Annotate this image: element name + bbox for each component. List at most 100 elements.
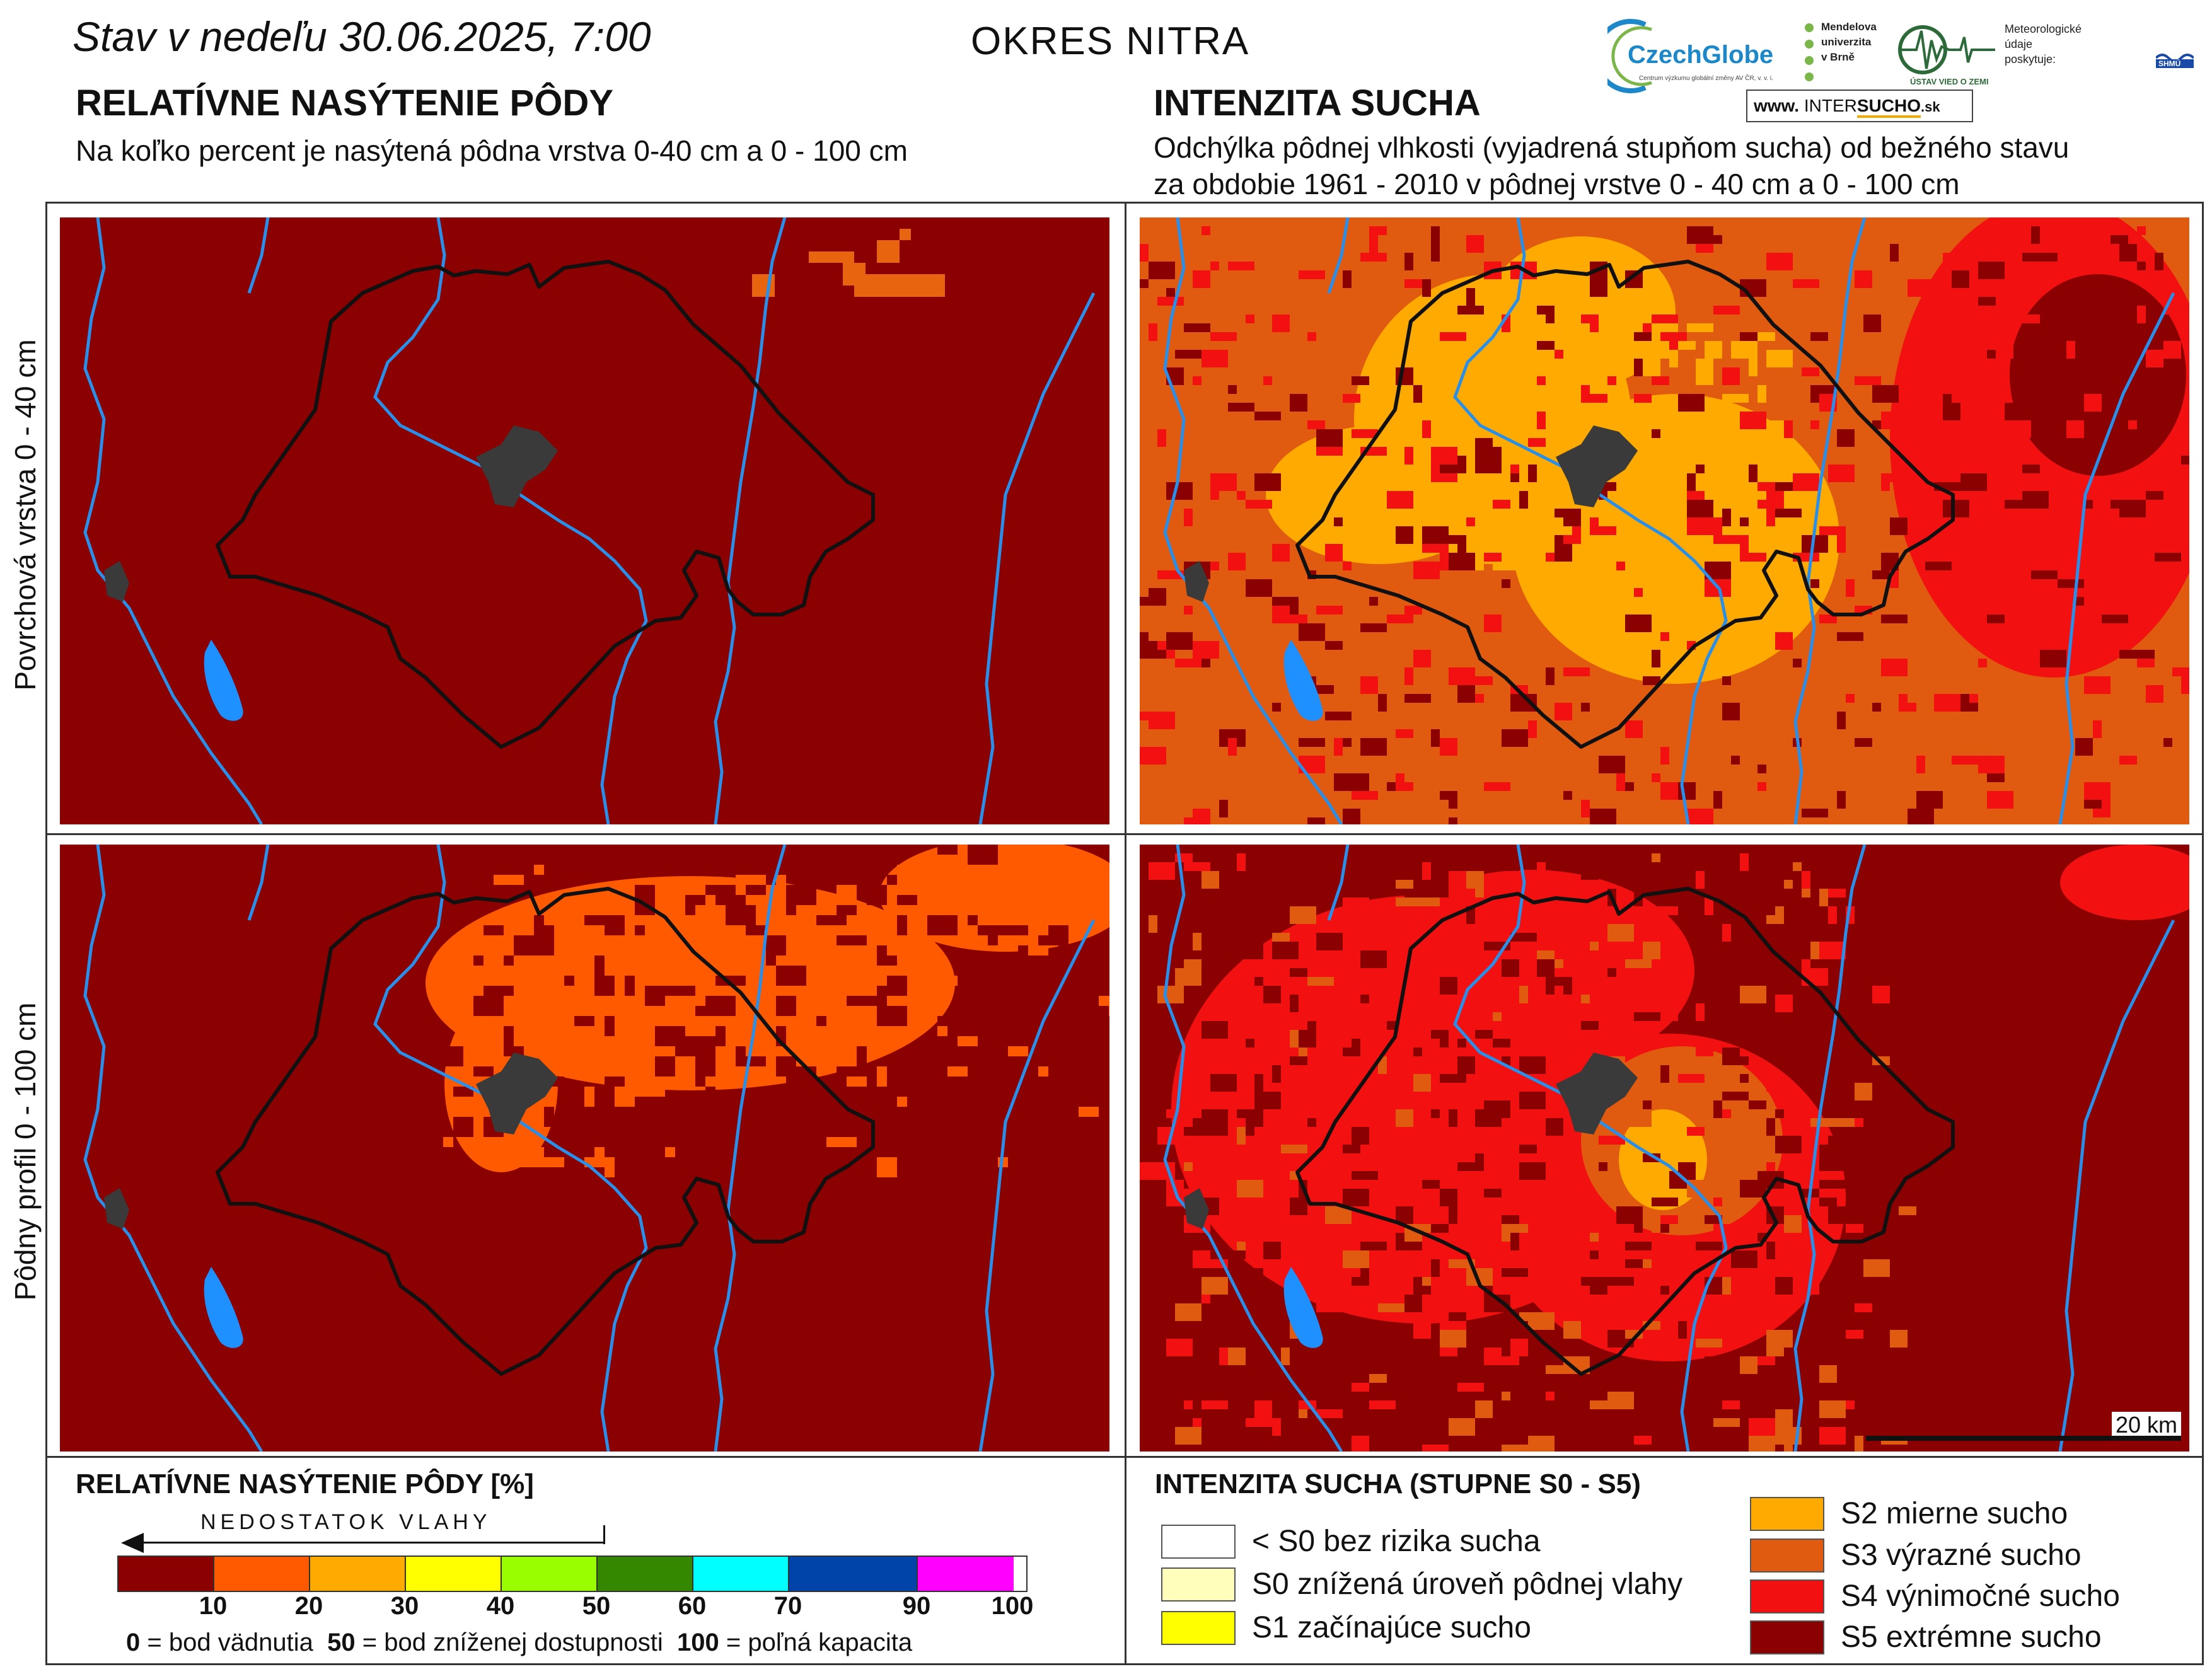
saturation-color-bar xyxy=(117,1556,1028,1592)
moisture-deficit-label: NEDOSTATOK VLAHY xyxy=(200,1510,492,1534)
left-subheading: Na koľko percent je nasýtená pôdna vrstv… xyxy=(76,134,908,167)
legend-divider xyxy=(45,1456,2204,1458)
saturation-tick-label: 10 xyxy=(199,1592,228,1620)
river xyxy=(1163,217,1343,824)
town-nitra xyxy=(476,425,558,507)
map-saturation-profile xyxy=(60,845,1109,1452)
saturation-tick-label: 90 xyxy=(902,1592,931,1620)
drought-legend-item: S0 znížená úroveň pôdnej vlahy xyxy=(1161,1567,1682,1602)
row-label-profile: Pôdny profil 0 - 100 cm xyxy=(9,1002,42,1301)
river xyxy=(978,292,1096,824)
intersucho-prefix: www. xyxy=(1754,96,1800,115)
column-divider xyxy=(1125,202,1126,1665)
drought-legend-label: < S0 bez rizika sucha xyxy=(1252,1525,1541,1558)
drought-legend-item: S2 mierne sucho xyxy=(1750,1496,2068,1531)
river xyxy=(247,217,270,294)
town-nitra xyxy=(476,1053,558,1134)
town-nitra xyxy=(1556,1053,1638,1134)
river xyxy=(978,919,1096,1452)
left-heading: RELATÍVNE NASÝTENIE PÔDY xyxy=(76,83,613,124)
drought-swatch xyxy=(1161,1567,1236,1602)
town xyxy=(104,561,129,602)
date-line: Stav v nedeľu 30.06.2025, 7:00 xyxy=(72,13,651,60)
mendel-logo: Mendelova univerzita v Brně xyxy=(1800,18,1888,94)
drought-zone-s5 xyxy=(2010,274,2186,476)
drought-swatch xyxy=(1161,1524,1236,1559)
saturation-swatch xyxy=(789,1557,918,1591)
drought-legend-item: S5 extrémne sucho xyxy=(1750,1620,2102,1654)
river xyxy=(1327,845,1350,921)
map-drought-topsoil xyxy=(1140,217,2189,824)
meteo-provider-text: Meteorologické údaje poskytuje: xyxy=(2005,23,2082,66)
drought-swatch xyxy=(1750,1538,1824,1573)
drought-swatch xyxy=(1750,1496,1824,1531)
river xyxy=(2058,292,2175,824)
seismograph-icon xyxy=(1898,25,1995,74)
lake xyxy=(1283,640,1323,721)
mendel-line-2: univerzita xyxy=(1821,36,1872,48)
lake xyxy=(204,640,243,721)
note-100-text: = poľná kapacita xyxy=(719,1629,913,1656)
czechglobe-subtitle: Centrum výzkumu globální změny AV ČR, v.… xyxy=(1639,75,1773,82)
shmu-name: SHMÚ xyxy=(2158,59,2181,68)
czechglobe-logo: CzechGlobe Centrum výzkumu globální změn… xyxy=(1594,18,1793,94)
saturation-swatch xyxy=(693,1557,789,1591)
river xyxy=(1793,217,1867,824)
map-saturation-topsoil xyxy=(60,217,1109,824)
town xyxy=(104,1188,129,1229)
river xyxy=(83,845,263,1452)
river xyxy=(1327,217,1350,294)
district-boundary xyxy=(216,887,875,1376)
drought-swatch xyxy=(1161,1610,1236,1645)
river xyxy=(1453,845,1728,1452)
intersucho-logo: www. INTERSUCHO.sk xyxy=(1746,89,1973,122)
scale-bar-label: 20 km xyxy=(2111,1412,2181,1438)
river xyxy=(2058,919,2175,1452)
scale-bar-line xyxy=(1866,1436,2181,1441)
drought-legend-item: S3 výrazné sucho xyxy=(1750,1538,2082,1573)
shmu-wave-icon xyxy=(2155,54,2195,68)
saturation-legend-title: RELATÍVNE NASÝTENIE PÔDY [%] xyxy=(76,1469,534,1499)
raster-cells xyxy=(1457,315,1793,615)
district-title: OKRES NITRA xyxy=(971,20,1250,63)
row-label-topsoil: Povrchová vrstva 0 - 40 cm xyxy=(9,339,42,691)
river xyxy=(714,217,787,824)
saturation-swatch xyxy=(214,1557,310,1591)
saturation-swatch xyxy=(918,1557,1014,1591)
note-50-value: 50 xyxy=(327,1629,356,1656)
map-svg xyxy=(60,845,1109,1452)
saturation-tick-label: 20 xyxy=(294,1592,323,1620)
drought-legend-item: S4 výnimočné sucho xyxy=(1750,1579,2120,1613)
raster-cells xyxy=(1140,226,2189,824)
map-svg xyxy=(1140,845,2189,1452)
drought-legend-item: S1 začínajúce sucho xyxy=(1161,1610,1531,1645)
river xyxy=(373,217,648,824)
district-boundary xyxy=(1295,260,1955,749)
mendel-dots-icon xyxy=(1805,23,1814,81)
saturation-swatch xyxy=(406,1557,502,1591)
drought-zone-s4 xyxy=(1367,870,1694,1071)
saturation-legend-note: 0 = bod vädnutia 50 = bod zníženej dostu… xyxy=(126,1629,912,1657)
saturation-swatch xyxy=(119,1557,214,1591)
deficit-arrow-line xyxy=(126,1542,605,1544)
raster-cells xyxy=(752,229,945,297)
intersucho-domain: .sk xyxy=(1920,99,1940,115)
right-subheading-line-2: za obdobie 1961 - 2010 v pôdnej vrstve 0… xyxy=(1154,168,1960,200)
uvz-logo: ÚSTAV VIED O ZEMI xyxy=(1897,21,1998,91)
saturation-tick-label: 30 xyxy=(390,1592,419,1620)
lake xyxy=(204,1267,243,1348)
town-nitra xyxy=(1556,425,1638,507)
saturation-swatch xyxy=(598,1557,693,1591)
saturation-swatch xyxy=(310,1557,406,1591)
district-boundary xyxy=(216,260,875,749)
saturation-tick-label: 60 xyxy=(678,1592,707,1620)
map-svg xyxy=(1140,217,2189,824)
district-boundary xyxy=(1295,887,1955,1376)
town xyxy=(1184,561,1209,602)
note-0-text: = bod vädnutia xyxy=(140,1629,328,1656)
drought-legend-label: S4 výnimočné sucho xyxy=(1841,1579,2120,1613)
map-background xyxy=(60,217,1109,824)
scale-bar: 20 km xyxy=(1866,1412,2181,1443)
river xyxy=(1453,217,1728,824)
drought-legend-label: S0 znížená úroveň pôdnej vlahy xyxy=(1252,1567,1683,1601)
